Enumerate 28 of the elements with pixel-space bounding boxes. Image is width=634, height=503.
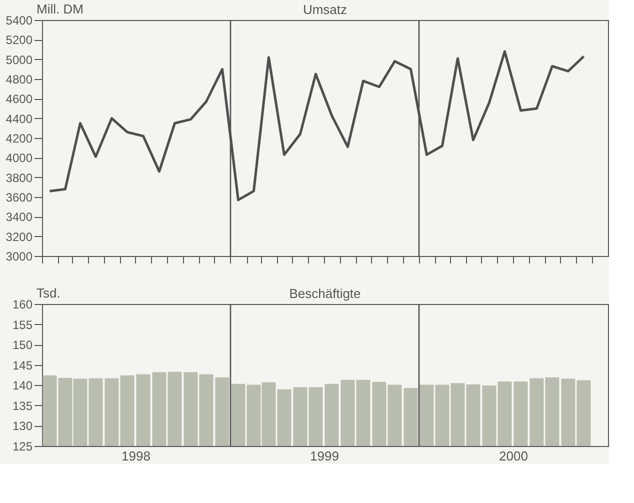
y-tick-label: 4800 <box>6 72 33 86</box>
x-tick-label: 1998 <box>122 448 150 464</box>
y-tick-label: 150 <box>12 338 33 352</box>
y-tick-label: 145 <box>12 358 33 372</box>
y-tick-label: 5200 <box>6 33 33 48</box>
y-tick-label: 3000 <box>6 250 33 264</box>
x-tick-label: 1999 <box>310 448 339 464</box>
chart-title: Beschäftigte <box>289 286 361 301</box>
y-tick-label: 135 <box>12 398 33 413</box>
y-tick-label: 140 <box>12 378 33 393</box>
y-tick-label: 3600 <box>6 190 33 204</box>
y-tick-label: 3400 <box>6 210 33 224</box>
y-tick-label: 155 <box>12 318 33 332</box>
y-tick-label: 4000 <box>6 151 33 166</box>
y-tick-label: 4600 <box>6 92 33 106</box>
y-tick-label: 5400 <box>6 14 33 28</box>
y-axis-title: Mill. DM <box>36 2 84 16</box>
chart-title: Umsatz <box>302 2 348 17</box>
y-tick-label: 4400 <box>6 112 33 126</box>
y-tick-label: 5000 <box>6 52 33 67</box>
y-tick-label: 125 <box>12 440 33 454</box>
y-tick-label: 4200 <box>6 132 33 146</box>
x-tick-label: 2000 <box>499 448 528 464</box>
y-tick-label: 130 <box>12 419 33 434</box>
y-tick-label: 160 <box>12 298 33 312</box>
y-axis-title: Tsd. <box>36 286 60 300</box>
y-tick-label: 3800 <box>6 170 33 185</box>
y-tick-label: 3200 <box>6 230 33 244</box>
